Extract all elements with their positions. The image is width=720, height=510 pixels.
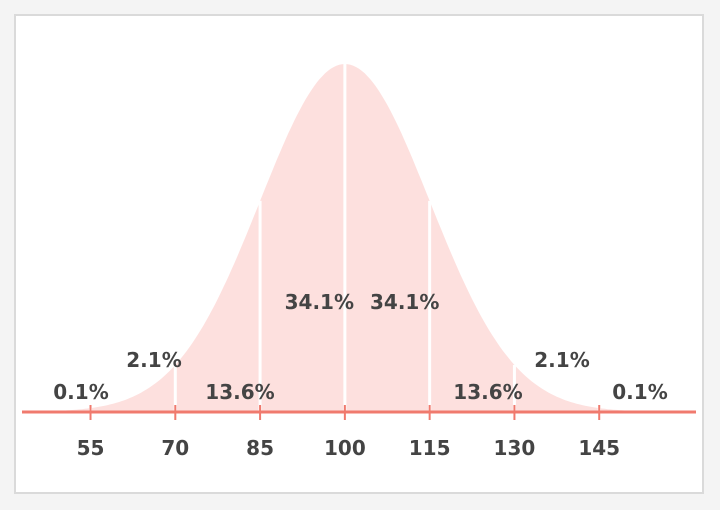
tick-label-145: 145 — [578, 436, 620, 460]
curve-area — [34, 64, 684, 412]
region-label-7: 2.1% — [534, 348, 589, 372]
region-label-1: 0.1% — [53, 380, 108, 404]
tick-label-70: 70 — [161, 436, 189, 460]
tick-label-55: 55 — [77, 436, 105, 460]
chart-frame: 55 70 85 100 115 130 145 0.1% 2.1% 13.6% 34.1% 34.… — [14, 14, 704, 494]
region-label-3: 13.6% — [205, 380, 274, 404]
region-label-6: 13.6% — [453, 380, 522, 404]
tick-label-100: 100 — [324, 436, 366, 460]
region-label-4: 34.1% — [285, 290, 354, 314]
bell-curve-chart: 55 70 85 100 115 130 145 0.1% 2.1% 13.6% 34.1% 34.… — [22, 64, 696, 460]
tick-label-85: 85 — [246, 436, 274, 460]
region-label-5: 34.1% — [370, 290, 439, 314]
region-label-2: 2.1% — [126, 348, 181, 372]
region-label-8: 0.1% — [612, 380, 667, 404]
tick-label-115: 115 — [409, 436, 451, 460]
tick-label-130: 130 — [494, 436, 536, 460]
